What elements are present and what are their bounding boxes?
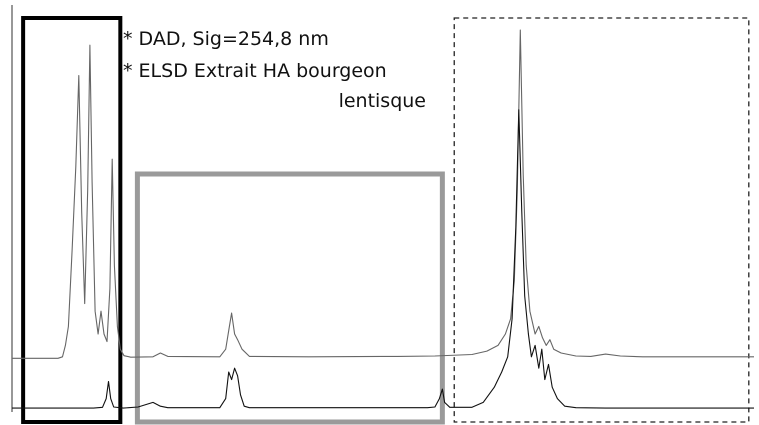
series-line-1 xyxy=(12,29,754,359)
chromatogram-traces xyxy=(12,29,754,409)
highlight-region-3 xyxy=(453,17,750,423)
series-line-2 xyxy=(12,109,754,409)
chart-legend: * DAD, Sig=254,8 nm * ELSD Extrait HA bo… xyxy=(123,28,426,112)
legend-dad: * DAD, Sig=254,8 nm xyxy=(123,28,329,50)
legend-elsd-continued: lentisque xyxy=(339,90,426,112)
highlight-region-2 xyxy=(134,171,445,425)
highlight-region-1 xyxy=(21,16,123,424)
legend-elsd: * ELSD Extrait HA bourgeon xyxy=(123,60,387,82)
highlight-regions xyxy=(21,16,750,425)
